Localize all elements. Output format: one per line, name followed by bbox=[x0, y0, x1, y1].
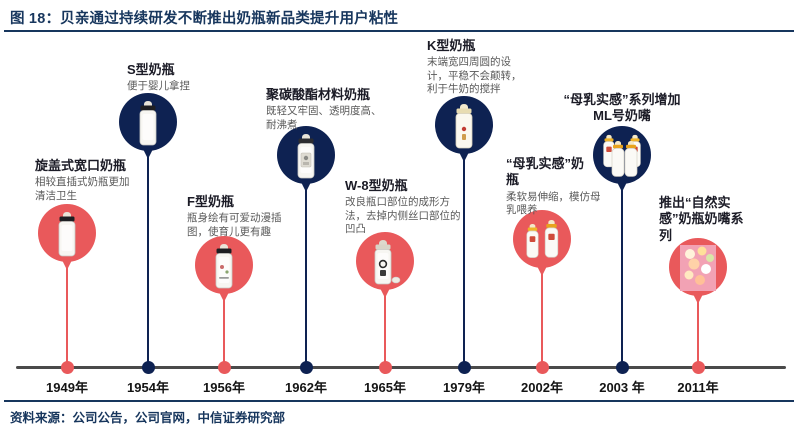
pin-tip bbox=[690, 288, 706, 304]
milestone-year: 1962年 bbox=[285, 380, 327, 395]
milestone-label: 旋盖式宽口奶瓶相较直插式奶瓶更加 清洁卫生 bbox=[35, 158, 143, 203]
milestone-label: F型奶瓶瓶身绘有可爱动漫插 图，使育儿更有趣 bbox=[187, 194, 295, 239]
figure-title: 图 18：贝亲通过持续研发不断推出奶瓶新品类提升用户粘性 bbox=[10, 11, 399, 27]
pin-tip bbox=[59, 254, 75, 270]
milestone-year: 1954年 bbox=[127, 380, 169, 395]
pin-balloon bbox=[669, 238, 727, 310]
pin-balloon bbox=[435, 96, 493, 168]
pin-stem bbox=[697, 300, 699, 367]
milestone-year: 1956年 bbox=[203, 380, 245, 395]
pin-balloon bbox=[38, 204, 96, 276]
pin-tip bbox=[377, 282, 393, 298]
pin-tip bbox=[456, 146, 472, 162]
product-photo-four-bottles bbox=[593, 128, 651, 184]
milestone-label: 推出“自然实 感”奶瓶奶嘴系 列 bbox=[659, 195, 753, 244]
timeline-dot bbox=[141, 361, 155, 374]
pin-tip bbox=[298, 176, 314, 192]
timeline-dot bbox=[615, 361, 629, 374]
timeline-dot bbox=[378, 361, 392, 374]
milestone-year: 1979年 bbox=[443, 380, 485, 395]
milestone-label: S型奶瓶便于婴儿拿捏 bbox=[127, 62, 235, 94]
milestone-year: 1949年 bbox=[46, 380, 88, 395]
timeline-dot bbox=[217, 361, 231, 374]
timeline-axis bbox=[16, 366, 786, 369]
pin-stem bbox=[305, 188, 307, 367]
product-photo-bottle-black-cap bbox=[119, 95, 177, 151]
pin-balloon bbox=[195, 236, 253, 308]
milestone-title: F型奶瓶 bbox=[187, 194, 234, 209]
timeline-dot bbox=[535, 361, 549, 374]
milestone-label: 聚碳酸酯材料奶瓶既轻又牢固、透明度高、 耐沸煮 bbox=[266, 87, 396, 132]
footer-divider bbox=[4, 400, 794, 402]
pin-stem bbox=[223, 298, 225, 367]
milestone-label: “母乳实感”奶 瓶柔软易伸缩，模仿母 乳喂养 bbox=[506, 156, 608, 217]
pin-balloon bbox=[513, 210, 571, 282]
milestone-desc: 便于婴儿拿捏 bbox=[127, 80, 190, 93]
milestone-year: 2003 年 bbox=[599, 380, 645, 395]
timeline-dot bbox=[299, 361, 313, 374]
pin-tip bbox=[216, 286, 232, 302]
pin-stem bbox=[147, 155, 149, 367]
milestone-label: W-8型奶瓶改良瓶口部位的成形方 法，去掉内侧丝口部位的 凹凸 bbox=[345, 178, 465, 236]
milestone-title: “母乳实感”系列增加 ML号奶嘴 bbox=[563, 92, 681, 124]
product-photo-two-bottles bbox=[513, 212, 571, 268]
pin-stem bbox=[66, 266, 68, 367]
milestone-title: 旋盖式宽口奶瓶 bbox=[35, 158, 127, 173]
milestone-desc: 相较直插式奶瓶更加 清洁卫生 bbox=[35, 176, 130, 202]
milestone-year: 2002年 bbox=[521, 380, 563, 395]
milestone-title: K型奶瓶 bbox=[427, 38, 476, 53]
timeline-dot bbox=[457, 361, 471, 374]
pin-stem bbox=[621, 188, 623, 367]
milestone-desc: 柔软易伸缩，模仿母 乳喂养 bbox=[506, 190, 601, 216]
milestone-title: 聚碳酸酯材料奶瓶 bbox=[266, 87, 371, 102]
pin-stem bbox=[541, 272, 543, 367]
milestone-title: “母乳实感”奶 瓶 bbox=[506, 156, 585, 188]
product-photo-nipples-photo bbox=[669, 240, 727, 296]
milestone-year: 2011年 bbox=[677, 380, 719, 395]
pin-balloon bbox=[277, 126, 335, 198]
milestone-title: 推出“自然实 感”奶瓶奶嘴系 列 bbox=[659, 195, 744, 243]
pin-balloon bbox=[593, 126, 651, 198]
timeline-dot bbox=[60, 361, 74, 374]
pin-tip bbox=[534, 260, 550, 276]
header-divider bbox=[4, 30, 794, 32]
product-photo-bottle-label bbox=[277, 128, 335, 184]
milestone-title: S型奶瓶 bbox=[127, 62, 175, 77]
milestone-desc: 末端宽四周圆的设 计，平稳不会颠转， 利于牛奶的搅拌 bbox=[427, 56, 522, 95]
timeline-dot bbox=[691, 361, 705, 374]
milestone-title: W-8型奶瓶 bbox=[345, 178, 408, 193]
source-note: 资料来源：公司公告，公司官网，中信证券研究部 bbox=[10, 411, 286, 425]
product-photo-bottle-cartoon-print bbox=[195, 238, 253, 294]
pin-tip bbox=[140, 143, 156, 159]
milestone-desc: 瓶身绘有可爱动漫插 图，使育儿更有趣 bbox=[187, 212, 282, 238]
pin-stem bbox=[384, 294, 386, 367]
product-photo-bottle-cream bbox=[435, 98, 493, 154]
milestone-year: 1965年 bbox=[364, 380, 406, 395]
pin-stem bbox=[463, 158, 465, 367]
product-photo-bottle-black-cap bbox=[38, 206, 96, 262]
milestone-label: K型奶瓶末端宽四周圆的设 计，平稳不会颠转， 利于牛奶的搅拌 bbox=[427, 38, 529, 96]
milestone-desc: 既轻又牢固、透明度高、 耐沸煮 bbox=[266, 105, 382, 131]
pin-balloon bbox=[119, 93, 177, 165]
milestone-desc: 改良瓶口部位的成形方 法，去掉内侧丝口部位的 凹凸 bbox=[345, 196, 461, 235]
product-photo-bottle-logo bbox=[356, 234, 414, 290]
pin-circle bbox=[513, 210, 571, 268]
milestone-label: “母乳实感”系列增加 ML号奶嘴 bbox=[546, 92, 698, 125]
pin-balloon bbox=[356, 232, 414, 304]
pin-tip bbox=[614, 176, 630, 192]
